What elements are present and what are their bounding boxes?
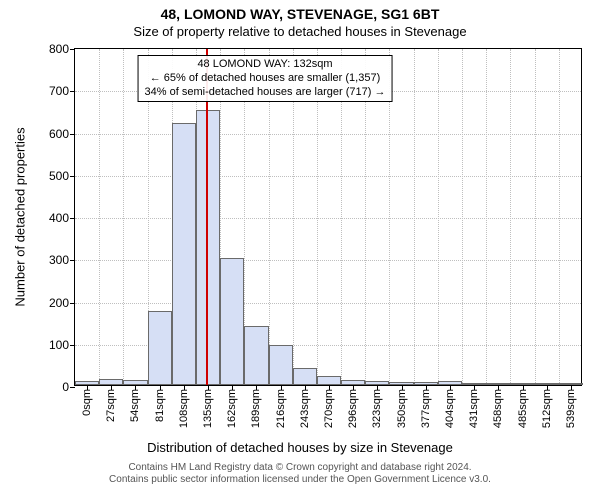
annotation-line: 34% of semi-detached houses are larger (… [145,86,386,100]
xtick-label: 350sqm [396,385,408,428]
ytick-label: 100 [49,338,75,352]
ytick-label: 500 [49,169,75,183]
histogram-bar [293,368,317,385]
xtick-label: 54sqm [129,385,141,422]
footer-attribution: Contains HM Land Registry data © Crown c… [0,462,600,486]
histogram-bar [148,311,172,385]
xtick-label: 512sqm [541,385,553,428]
xtick-label: 0sqm [81,385,93,416]
ytick-label: 300 [49,253,75,267]
ytick-label: 400 [49,211,75,225]
ytick-label: 200 [49,296,75,310]
grid-line-h [75,176,581,177]
xtick-label: 270sqm [323,385,335,428]
annotation-line: 48 LOMOND WAY: 132sqm [145,58,386,72]
ytick-label: 0 [62,380,75,394]
histogram-bar [244,326,268,385]
chart-title: 48, LOMOND WAY, STEVENAGE, SG1 6BT [0,6,600,22]
grid-line-v [123,49,124,385]
histogram-bar [172,123,196,385]
grid-line-v [99,49,100,385]
histogram-bar [269,345,293,385]
histogram-bar [196,110,220,385]
grid-line-v [510,49,511,385]
grid-line-v [559,49,560,385]
xtick-label: 539sqm [565,385,577,428]
xtick-label: 27sqm [105,385,117,422]
y-axis-title: Number of detached properties [13,127,28,306]
xtick-label: 431sqm [468,385,480,428]
grid-line-v [414,49,415,385]
footer-line: Contains HM Land Registry data © Crown c… [0,462,600,474]
grid-line-h [75,303,581,304]
footer-line: Contains public sector information licen… [0,474,600,486]
grid-line-v [486,49,487,385]
xtick-label: 323sqm [371,385,383,428]
xtick-label: 108sqm [178,385,190,428]
histogram-bar [317,376,341,385]
grid-line-h [75,134,581,135]
xtick-label: 243sqm [299,385,311,428]
chart-subtitle: Size of property relative to detached ho… [0,24,600,39]
ytick-label: 700 [49,84,75,98]
ytick-label: 600 [49,127,75,141]
histogram-bar [220,258,244,385]
xtick-label: 135sqm [202,385,214,428]
ytick-label: 800 [49,42,75,56]
xtick-label: 377sqm [420,385,432,428]
grid-line-h [75,260,581,261]
xtick-label: 404sqm [444,385,456,428]
xtick-label: 81sqm [154,385,166,422]
xtick-label: 189sqm [250,385,262,428]
annotation-line: ← 65% of detached houses are smaller (1,… [145,72,386,86]
grid-line-v [535,49,536,385]
grid-line-v [438,49,439,385]
grid-line-v [462,49,463,385]
xtick-label: 485sqm [517,385,529,428]
x-axis-title: Distribution of detached houses by size … [0,440,600,455]
xtick-label: 458sqm [492,385,504,428]
annotation-box: 48 LOMOND WAY: 132sqm← 65% of detached h… [138,55,393,102]
xtick-label: 162sqm [226,385,238,428]
plot-area: 48 LOMOND WAY: 132sqm← 65% of detached h… [74,48,582,386]
xtick-label: 296sqm [347,385,359,428]
grid-line-h [75,218,581,219]
xtick-label: 216sqm [275,385,287,428]
